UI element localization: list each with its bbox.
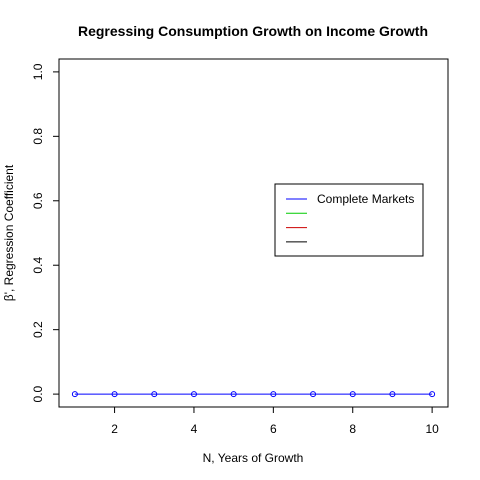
y-axis: 0.0 0.2 0.4 0.6 0.8 1.0 <box>31 63 59 402</box>
data-point <box>389 391 396 398</box>
y-axis-label: β', Regression Coefficient <box>2 164 16 301</box>
y-tick-label: 0.0 <box>31 385 45 402</box>
data-point <box>429 391 436 398</box>
x-tick-label: 8 <box>349 422 356 436</box>
y-tick-label: 0.8 <box>31 128 45 145</box>
legend: Complete Markets <box>274 183 424 257</box>
x-tick-label: 4 <box>191 422 198 436</box>
y-tick-label: 0.4 <box>31 257 45 274</box>
chart-title: Regressing Consumption Growth on Income … <box>78 23 428 39</box>
x-axis-label: N, Years of Growth <box>203 451 304 465</box>
data-point <box>111 391 118 398</box>
series-layer <box>71 391 436 398</box>
data-point <box>151 391 158 398</box>
x-tick-label: 6 <box>270 422 277 436</box>
data-point <box>310 391 317 398</box>
data-point <box>349 391 356 398</box>
legend-box <box>274 183 424 257</box>
data-point <box>71 391 78 398</box>
x-tick-label: 2 <box>111 422 118 436</box>
y-tick-label: 1.0 <box>31 63 45 80</box>
y-tick-label: 0.2 <box>31 321 45 338</box>
x-tick-label: 10 <box>425 422 439 436</box>
data-point <box>270 391 277 398</box>
y-tick-label: 0.6 <box>31 192 45 209</box>
plot-frame <box>58 58 449 408</box>
x-axis: 2 4 6 8 10 <box>111 407 439 436</box>
data-point <box>190 391 197 398</box>
legend-label: Complete Markets <box>317 192 414 206</box>
data-point <box>230 391 237 398</box>
